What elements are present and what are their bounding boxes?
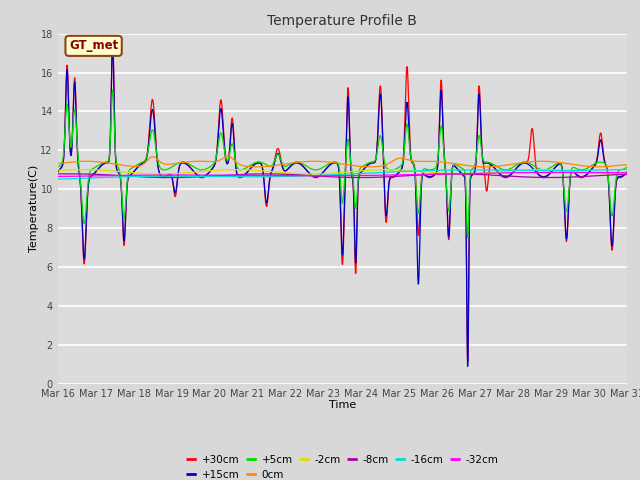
Y-axis label: Temperature(C): Temperature(C): [29, 165, 39, 252]
Title: Temperature Profile B: Temperature Profile B: [268, 14, 417, 28]
X-axis label: Time: Time: [329, 400, 356, 410]
Text: GT_met: GT_met: [69, 39, 118, 52]
Legend: +30cm, +15cm, +5cm, 0cm, -2cm, -8cm, -16cm, -32cm: +30cm, +15cm, +5cm, 0cm, -2cm, -8cm, -16…: [182, 450, 502, 480]
